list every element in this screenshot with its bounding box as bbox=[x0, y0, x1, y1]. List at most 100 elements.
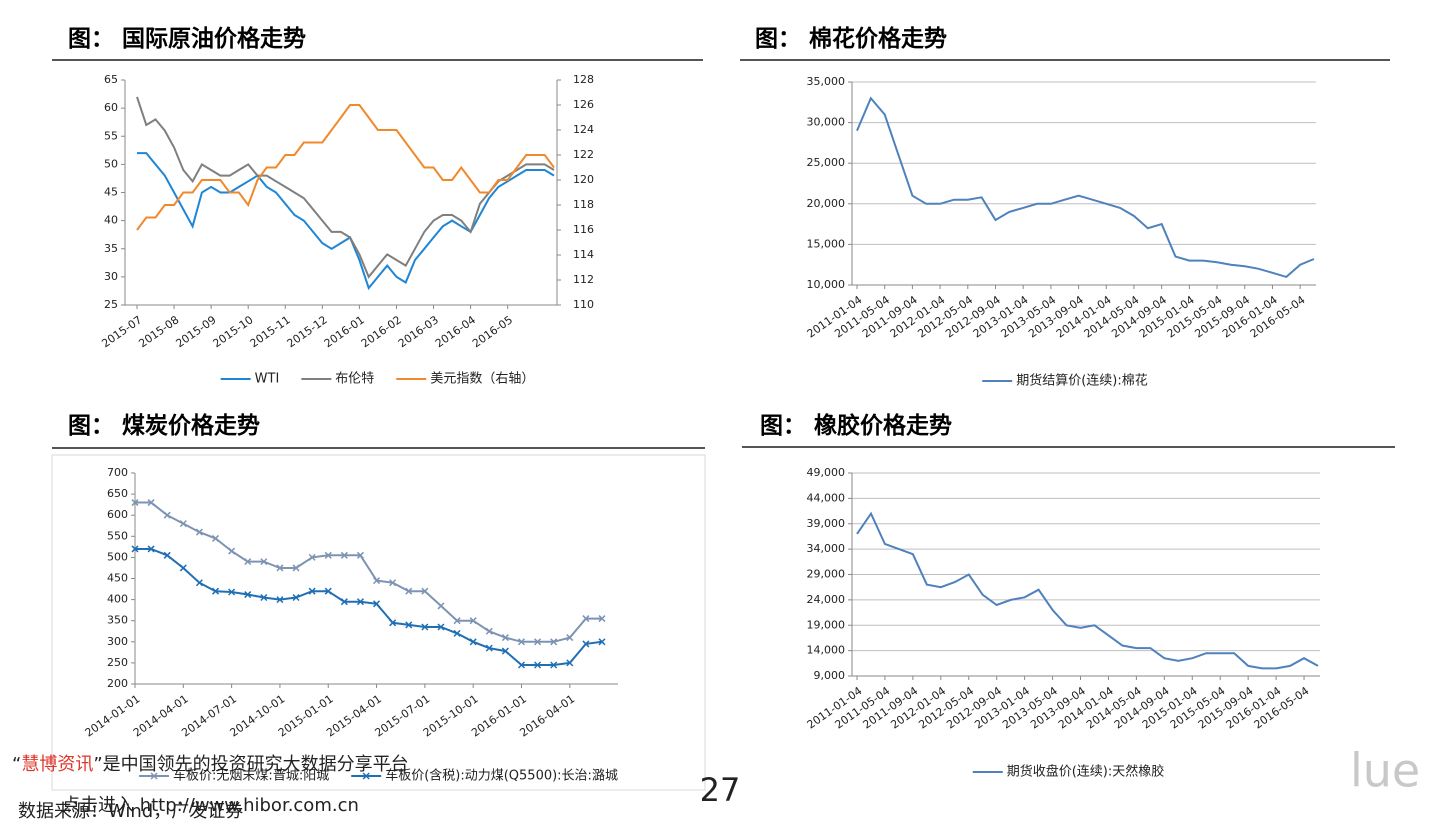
series-marker bbox=[517, 661, 526, 669]
series-line bbox=[135, 501, 602, 643]
series-marker bbox=[356, 551, 364, 559]
series-marker bbox=[517, 638, 526, 646]
series-marker bbox=[260, 593, 268, 602]
series-marker bbox=[405, 621, 413, 629]
series-marker bbox=[437, 623, 445, 631]
series-marker bbox=[453, 617, 461, 625]
series-marker bbox=[485, 627, 493, 635]
chart-title: 图： 国际原油价格走势 bbox=[68, 25, 306, 52]
series-marker bbox=[501, 634, 509, 642]
series-marker bbox=[566, 634, 574, 642]
y-tick-label: 55 bbox=[104, 129, 118, 142]
y-tick-label: 10,000 bbox=[807, 278, 846, 291]
y-tick-label: 650 bbox=[107, 487, 128, 500]
y-tick-label: 35 bbox=[104, 242, 118, 255]
series-marker bbox=[389, 619, 397, 627]
y-tick-label: 700 bbox=[107, 466, 128, 479]
series-marker bbox=[582, 640, 590, 648]
y-tick-label: 19,000 bbox=[807, 618, 846, 631]
y-tick-label: 9,000 bbox=[814, 669, 846, 682]
source-note: 数据来源：Wind，广发证券 bbox=[18, 801, 243, 822]
legend-label: 美元指数（右轴） bbox=[430, 372, 534, 387]
legend: 期货结算价(连续):棉花 bbox=[982, 373, 1148, 389]
y-tick-label: 50 bbox=[104, 157, 118, 170]
series-marker bbox=[534, 638, 542, 646]
chart-title: 图： 棉花价格走势 bbox=[755, 25, 947, 52]
y2-tick-label: 114 bbox=[573, 248, 594, 261]
series-marker bbox=[163, 551, 171, 559]
series-marker bbox=[228, 588, 236, 596]
series-marker bbox=[179, 564, 187, 572]
series-marker bbox=[405, 587, 413, 595]
series-marker bbox=[147, 499, 155, 507]
series-marker bbox=[485, 644, 493, 652]
series-marker bbox=[373, 600, 381, 608]
y-tick-label: 20,000 bbox=[807, 197, 846, 210]
y-tick-label: 29,000 bbox=[807, 568, 846, 581]
legend-marker bbox=[362, 772, 370, 780]
series-marker bbox=[163, 511, 171, 519]
series-line bbox=[856, 96, 1315, 279]
y-tick-label: 200 bbox=[107, 677, 128, 690]
y-tick-label: 550 bbox=[107, 529, 128, 542]
legend-label: 布伦特 bbox=[335, 372, 374, 387]
series-marker bbox=[147, 545, 155, 553]
series-marker bbox=[211, 587, 220, 595]
y-tick-label: 40 bbox=[104, 214, 118, 227]
series-line bbox=[856, 511, 1319, 670]
y-tick-label: 25 bbox=[104, 298, 118, 311]
y-tick-label: 24,000 bbox=[807, 593, 846, 606]
series-marker bbox=[340, 551, 348, 559]
series-marker bbox=[598, 615, 606, 623]
y2-tick-label: 126 bbox=[573, 98, 594, 111]
series-marker bbox=[195, 528, 203, 536]
series-line bbox=[135, 548, 603, 666]
series-marker bbox=[356, 598, 364, 606]
page-number: 27 bbox=[700, 771, 741, 809]
y-tick-label: 44,000 bbox=[807, 491, 846, 504]
y2-tick-label: 120 bbox=[573, 173, 594, 186]
y-tick-label: 300 bbox=[107, 635, 128, 648]
series-marker bbox=[582, 615, 590, 623]
series-marker bbox=[534, 661, 542, 669]
y2-tick-label: 112 bbox=[573, 273, 594, 286]
series-marker bbox=[211, 534, 220, 542]
series-marker bbox=[131, 545, 139, 553]
y2-tick-label: 116 bbox=[573, 223, 594, 236]
notice-part: ”是中国领先的投资研究大数据分享平台 bbox=[93, 754, 408, 775]
y-tick-label: 250 bbox=[107, 656, 128, 669]
y-tick-label: 34,000 bbox=[807, 542, 846, 555]
link-text[interactable]: 点击进入 http://www.hibor.com.cn bbox=[62, 795, 359, 816]
series-marker bbox=[308, 587, 316, 595]
legend-label: 车板价(含税):动力煤(Q5500):长治:潞城 bbox=[385, 768, 618, 784]
series-marker bbox=[244, 591, 252, 599]
series-marker bbox=[340, 598, 348, 606]
y2-tick-label: 128 bbox=[573, 73, 594, 86]
y-tick-label: 35,000 bbox=[807, 75, 846, 88]
series-marker bbox=[195, 579, 203, 587]
y-tick-label: 65 bbox=[104, 73, 118, 86]
series-marker bbox=[292, 564, 300, 572]
series-marker bbox=[324, 551, 332, 559]
legend-marker bbox=[150, 772, 158, 780]
legend-label: 期货收盘价(连续):天然橡胶 bbox=[1007, 764, 1165, 780]
legend: 车板价:无烟末煤:晋城:阳城 车板价(含税):动力煤(Q5500):长治:潞城 bbox=[139, 768, 618, 784]
series-marker bbox=[421, 623, 429, 631]
series-marker bbox=[550, 661, 558, 669]
series-marker bbox=[131, 499, 139, 507]
y-tick-label: 25,000 bbox=[807, 156, 846, 169]
series-marker bbox=[179, 520, 187, 528]
series-marker bbox=[453, 629, 461, 637]
y-tick-label: 39,000 bbox=[807, 517, 846, 530]
series-marker bbox=[550, 638, 558, 646]
notice-part: “ bbox=[12, 754, 21, 775]
series-marker bbox=[292, 593, 300, 602]
series-line bbox=[136, 96, 555, 279]
series-marker bbox=[566, 659, 574, 667]
series-line bbox=[137, 152, 555, 291]
series-marker bbox=[421, 587, 429, 595]
series-marker bbox=[228, 547, 236, 555]
y2-tick-label: 122 bbox=[573, 148, 594, 161]
y-tick-label: 400 bbox=[107, 593, 128, 606]
chart-title: 图： 橡胶价格走势 bbox=[760, 412, 952, 439]
